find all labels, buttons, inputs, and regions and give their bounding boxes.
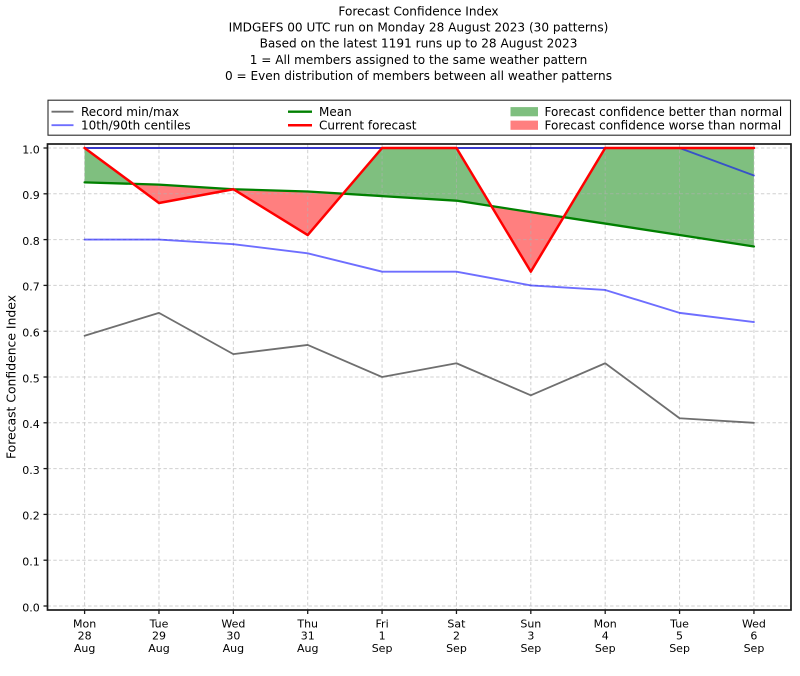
x-tick-label: Fri	[376, 617, 389, 630]
x-tick-label: 28	[78, 630, 92, 643]
x-tick-label: 31	[301, 630, 315, 643]
y-tick-label: 1.0	[22, 143, 40, 156]
y-tick-label: 0.4	[22, 418, 40, 431]
x-tick-label: Sun	[520, 617, 541, 630]
legend-entry-current-forecast: Current forecast	[288, 119, 417, 133]
x-tick-label: 3	[527, 630, 534, 643]
x-tick-label: Sep	[744, 642, 765, 655]
legend-label-current-forecast: Current forecast	[319, 119, 417, 133]
plot-layers: 0.00.10.20.30.40.50.60.70.80.91.0Mon28Au…	[22, 99, 792, 655]
series-current-forecast-line	[83, 146, 756, 273]
y-tick-label: 0.1	[22, 556, 40, 569]
x-tick-label: Aug	[223, 642, 244, 655]
x-tick-label: Wed	[742, 617, 766, 630]
gridlines	[47, 144, 791, 610]
legend-entry-record-minmax: Record min/max	[51, 105, 179, 119]
legend-entry-confidence-worse: Forecast confidence worse than normal	[510, 119, 782, 133]
x-tick-label: 30	[226, 630, 240, 643]
y-tick-label: 0.7	[22, 281, 40, 294]
series-record-min-line	[83, 311, 755, 424]
x-tick-label: 6	[750, 630, 757, 643]
legend-entry-centiles: 10th/90th centiles	[51, 119, 191, 133]
x-tick-label: 5	[676, 630, 683, 643]
fill-confidence-worse	[491, 206, 564, 272]
chart-title: Forecast Confidence Index	[338, 5, 498, 19]
y-tick-label: 0.2	[22, 510, 40, 523]
legend-patch-swatch-confidence-worse	[510, 120, 538, 130]
y-tick-label: 0.9	[22, 189, 40, 202]
y-tick-label: 0.3	[22, 464, 40, 477]
y-tick-label: 0.5	[22, 372, 40, 385]
chart-subtitle-run: IMDGEFS 00 UTC run on Monday 28 August 2…	[229, 21, 609, 35]
y-tick-label: 0.8	[22, 235, 40, 248]
legend-label-confidence-worse: Forecast confidence worse than normal	[545, 119, 782, 133]
x-tick-label: Tue	[669, 617, 689, 630]
fill-confidence-better	[343, 148, 492, 207]
x-tick-label: Tue	[149, 617, 169, 630]
x-tick-label: Sep	[595, 642, 616, 655]
y-tick-label: 0.6	[22, 327, 40, 340]
x-tick-label: 29	[152, 630, 166, 643]
legend-label-record-minmax: Record min/max	[81, 105, 179, 119]
x-tick-label: Wed	[221, 617, 245, 630]
chart-subtitle-basis: Based on the latest 1191 runs up to 28 A…	[260, 37, 578, 51]
tick-labels: 0.00.10.20.30.40.50.60.70.80.91.0Mon28Au…	[22, 143, 766, 655]
x-tick-label: Sep	[520, 642, 541, 655]
x-tick-label: Aug	[74, 642, 95, 655]
legend-frame	[47, 99, 792, 136]
x-tick-label: 4	[602, 630, 609, 643]
chart-subtitle-scale-one: 1 = All members assigned to the same wea…	[250, 53, 588, 67]
x-tick-label: Sep	[669, 642, 690, 655]
x-tick-label: Mon	[73, 617, 96, 630]
x-tick-label: Mon	[594, 617, 617, 630]
x-tick-label: Thu	[296, 617, 318, 630]
x-tick-label: Sep	[446, 642, 467, 655]
legend-label-centiles: 10th/90th centiles	[81, 119, 191, 133]
legend-entry-confidence-better: Forecast confidence better than normal	[510, 105, 783, 119]
fill-confidence-better	[563, 148, 754, 247]
x-tick-label: Sat	[447, 617, 466, 630]
legend-entry-mean: Mean	[288, 105, 352, 119]
x-tick-label: 1	[379, 630, 386, 643]
x-tick-label: Aug	[297, 642, 318, 655]
series-10th-centile-line	[83, 238, 755, 323]
fill-regions	[84, 148, 754, 272]
legend-label-mean: Mean	[319, 105, 352, 119]
legend-patch-swatch-confidence-better	[510, 107, 538, 117]
y-axis-label: Forecast Confidence Index	[4, 295, 19, 459]
tick-marks	[43, 147, 755, 614]
legend-label-confidence-better: Forecast confidence better than normal	[545, 105, 783, 119]
y-tick-label: 0.0	[22, 601, 40, 614]
x-tick-label: Aug	[148, 642, 169, 655]
x-tick-label: 2	[453, 630, 460, 643]
chart-subtitle-scale-zero: 0 = Even distribution of members between…	[225, 69, 612, 83]
x-tick-label: Sep	[372, 642, 393, 655]
fill-confidence-worse	[133, 183, 344, 236]
series-mean-line	[83, 181, 756, 248]
